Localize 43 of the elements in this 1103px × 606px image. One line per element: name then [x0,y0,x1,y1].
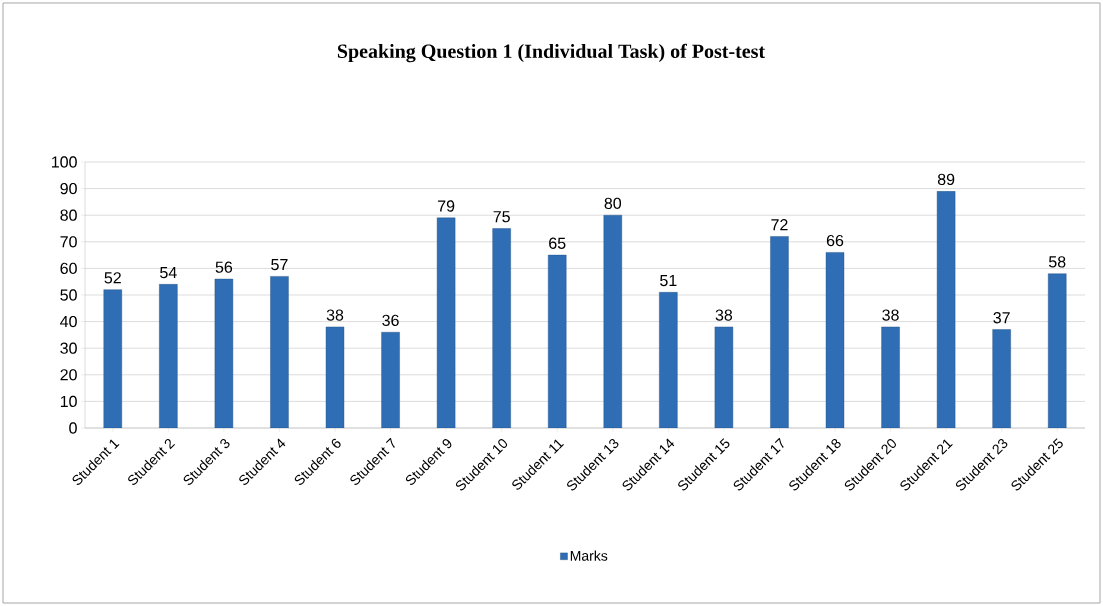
bar [159,284,178,428]
data-label: 80 [604,197,622,209]
data-label: 54 [160,266,177,279]
data-label: 51 [660,274,677,287]
data-label: 75 [493,211,510,223]
y-tick-label: 70 [60,236,77,248]
y-tick-label: 20 [60,369,77,381]
data-label: 79 [438,200,455,212]
y-tick-label: 90 [60,182,77,195]
y-tick-label: 50 [60,289,77,301]
bar [548,254,567,428]
bar [1048,273,1067,428]
bar [659,292,678,428]
data-label: 72 [771,219,788,231]
bar [381,332,400,428]
data-label: 37 [993,312,1010,324]
y-tick-label: 0 [69,422,77,434]
y-tick-label: 100 [52,156,77,168]
bar [270,276,289,428]
data-label: 89 [937,173,955,186]
data-label: 38 [882,309,899,321]
data-label: 66 [826,234,844,247]
data-label: 57 [271,259,288,271]
bar [103,289,122,428]
bar [492,228,511,428]
y-tick-label: 80 [60,209,77,221]
y-tick-label: 10 [60,395,77,408]
data-label: 38 [715,309,733,321]
bar [770,236,789,428]
data-label: 58 [1048,256,1066,268]
data-label: 65 [549,237,566,249]
y-tick-label: 40 [60,315,77,328]
data-label: 52 [104,272,121,284]
bar [603,215,622,428]
legend-label: Marks [570,550,608,561]
chart-title: Speaking Question 1 (Individual Task) of Post-test [337,43,766,63]
y-tick-label: 30 [60,342,77,354]
data-label: 56 [215,261,233,273]
y-tick-label: 60 [60,262,77,275]
bar [881,326,900,428]
bar [992,329,1011,428]
data-label: 36 [382,314,399,327]
data-label: 38 [326,309,344,321]
